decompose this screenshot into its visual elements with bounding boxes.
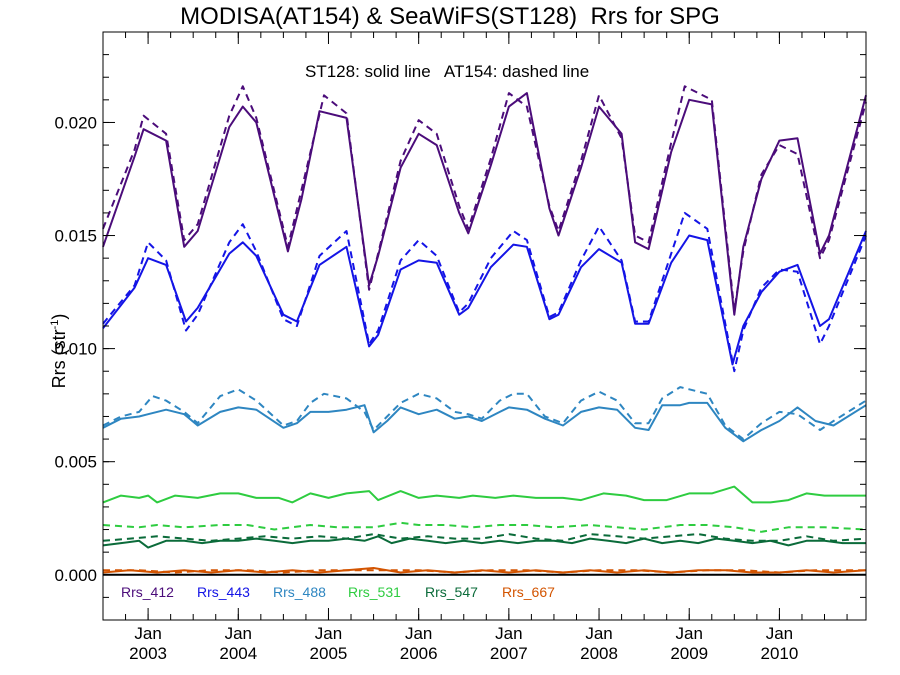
series-layer (102, 85, 867, 574)
plot-frame (102, 31, 867, 621)
x-tick-label-year: 2006 (400, 644, 438, 663)
line-style-annotation: ST128: solid line AT154: dashed line (305, 62, 590, 81)
legend-layer: Rrs_412 Rrs_443 Rrs_488 Rrs_531 Rrs_547 Rrs_6… (121, 584, 555, 600)
x-tick-label-year: 2008 (580, 644, 618, 663)
series-line-rrs-443-solid (102, 230, 867, 366)
y-tick-label: 0.005 (54, 453, 97, 472)
chart-title: MODISA(AT154) & SeaWiFS(ST128) Rrs for S… (180, 3, 720, 30)
y-tick-label: 0.015 (54, 227, 97, 246)
x-tick-label-month: Jan (405, 624, 432, 643)
legend-entry-rrs-667: Rrs_667 (502, 584, 555, 600)
series-line-rrs-443-dashed (102, 211, 867, 373)
axis-layer: 0.0000.0050.0100.0150.020Jan2003Jan2004J… (54, 31, 867, 663)
x-tick-label-month: Jan (134, 624, 161, 643)
x-tick-label-month: Jan (676, 624, 703, 643)
series-line-rrs-547-solid (102, 535, 866, 549)
y-tick-label: 0.000 (54, 566, 97, 585)
series-line-rrs-531-dashed (102, 521, 867, 533)
series-line-rrs-412-dashed (102, 85, 867, 312)
series-line-rrs-488-solid (102, 401, 867, 443)
series-line-rrs-531-solid (102, 485, 866, 504)
series-line-rrs-412-solid (102, 92, 867, 316)
x-tick-label-year: 2009 (670, 644, 708, 663)
x-tick-label-month: Jan (495, 624, 522, 643)
legend-entry-rrs-443: Rrs_443 (197, 584, 250, 600)
series-line-rrs-488-dashed (102, 386, 867, 441)
x-tick-label-year: 2004 (219, 644, 257, 663)
series-line-rrs-547-dashed (102, 533, 867, 542)
y-tick-label: 0.010 (54, 340, 97, 359)
series-line-rrs-667-dashed (103, 569, 866, 574)
x-tick-label-month: Jan (585, 624, 612, 643)
x-tick-label-month: Jan (315, 624, 342, 643)
legend-entry-rrs-412: Rrs_412 (121, 584, 174, 600)
x-tick-label-year: 2007 (490, 644, 528, 663)
x-tick-label-month: Jan (766, 624, 793, 643)
y-tick-label: 0.020 (54, 113, 97, 132)
x-tick-label-year: 2003 (129, 644, 167, 663)
legend-entry-rrs-531: Rrs_531 (348, 584, 401, 600)
x-tick-label-month: Jan (225, 624, 252, 643)
legend-entry-rrs-547: Rrs_547 (425, 584, 478, 600)
x-tick-label-year: 2005 (310, 644, 348, 663)
legend-entry-rrs-488: Rrs_488 (273, 584, 326, 600)
x-tick-label-year: 2010 (761, 644, 799, 663)
